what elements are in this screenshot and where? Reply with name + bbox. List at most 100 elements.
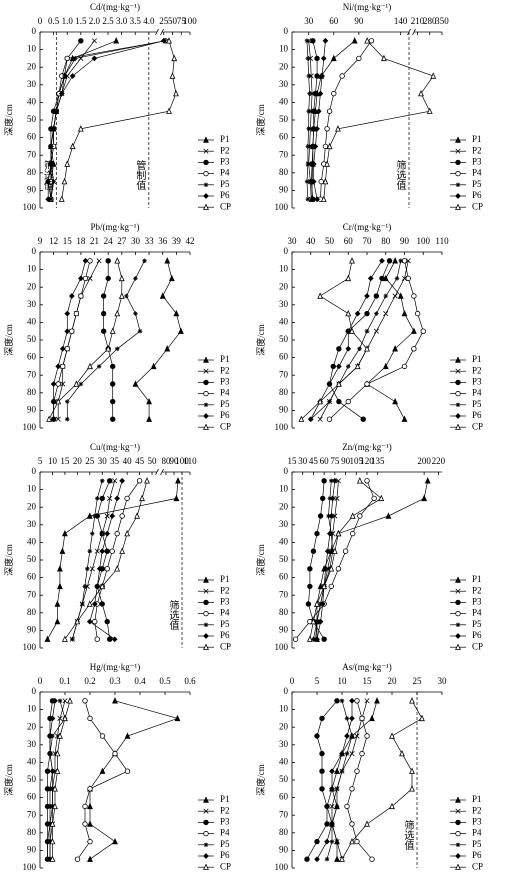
- reference-label: 筛选值: [167, 599, 179, 631]
- marker: [87, 362, 93, 370]
- marker: [360, 416, 366, 422]
- marker: [100, 310, 107, 317]
- marker: [314, 856, 320, 863]
- y-tick-label: 90: [279, 404, 289, 414]
- axis-break: [155, 468, 164, 476]
- legend-label: P5: [472, 839, 482, 849]
- x-tick-label: 60: [344, 236, 354, 246]
- legend-marker: [203, 599, 209, 606]
- x-axis-title: Cu/(mg·kg⁻¹): [90, 442, 140, 452]
- y-tick-label: 10: [279, 704, 289, 714]
- marker: [339, 698, 345, 704]
- legend-marker: [203, 588, 209, 594]
- y-tick-label: 0: [32, 246, 37, 256]
- marker: [94, 548, 100, 554]
- marker: [369, 714, 375, 722]
- marker: [109, 548, 115, 554]
- marker: [331, 547, 338, 554]
- x-tick-label: 12: [49, 236, 58, 246]
- marker: [64, 346, 70, 352]
- marker: [344, 803, 350, 810]
- marker: [349, 697, 355, 704]
- y-tick-label: 100: [275, 202, 289, 212]
- series-line: [48, 260, 123, 420]
- marker: [317, 416, 323, 422]
- legend-label: P3: [220, 376, 230, 386]
- legend-label: P4: [220, 168, 230, 178]
- y-axis-title: 深度/cm: [3, 324, 14, 356]
- legend-marker: [455, 796, 461, 803]
- series-line: [309, 480, 382, 640]
- marker: [364, 820, 370, 827]
- marker: [399, 749, 405, 757]
- marker: [317, 397, 324, 405]
- marker: [314, 55, 320, 62]
- marker: [69, 73, 76, 79]
- marker: [61, 177, 68, 185]
- marker: [329, 768, 335, 775]
- y-tick-label: 50: [27, 334, 37, 344]
- marker: [64, 160, 71, 167]
- marker: [119, 547, 126, 554]
- y-tick-label: 40: [279, 536, 289, 546]
- marker: [317, 292, 324, 299]
- y-axis-title: 深度/cm: [255, 764, 266, 796]
- marker: [169, 72, 176, 79]
- marker: [87, 275, 93, 281]
- legend-marker: [455, 413, 461, 419]
- marker: [49, 715, 56, 722]
- marker: [330, 363, 336, 370]
- marker: [345, 364, 351, 369]
- y-tick-label: 10: [27, 484, 37, 494]
- marker: [305, 601, 312, 607]
- x-tick-label: 25: [85, 456, 95, 466]
- marker: [69, 142, 76, 150]
- x-axis-title: Cd/(mg·kg⁻¹): [90, 2, 140, 12]
- series-line: [50, 40, 95, 200]
- marker: [314, 636, 320, 643]
- marker: [306, 126, 312, 132]
- marker: [307, 583, 313, 590]
- marker: [321, 478, 327, 484]
- x-tick-label: 90: [341, 456, 351, 466]
- x-tick-label: 15: [63, 236, 73, 246]
- marker: [349, 837, 355, 845]
- y-tick-label: 10: [27, 264, 37, 274]
- marker: [329, 495, 336, 502]
- legend-label: P2: [220, 805, 230, 815]
- legend-marker: [455, 193, 461, 199]
- marker: [319, 715, 325, 722]
- legend-label: P4: [220, 388, 230, 398]
- legend-marker: [203, 413, 209, 419]
- x-tick-label: 220: [432, 456, 446, 466]
- marker: [334, 767, 340, 774]
- marker: [104, 566, 110, 572]
- y-tick-label: 100: [275, 642, 289, 652]
- marker: [430, 72, 437, 79]
- marker: [357, 513, 363, 519]
- marker: [349, 751, 355, 757]
- x-tick-label: 1.0: [62, 16, 74, 26]
- y-tick-label: 20: [279, 501, 289, 511]
- marker: [107, 636, 113, 642]
- x-tick-label: 90: [400, 236, 410, 246]
- marker: [349, 786, 355, 792]
- marker: [174, 714, 181, 722]
- x-tick-label: 3.5: [130, 16, 142, 26]
- marker: [73, 56, 78, 61]
- series-line: [89, 480, 123, 640]
- marker: [411, 293, 417, 299]
- marker: [401, 415, 408, 422]
- marker: [354, 310, 361, 317]
- marker: [351, 37, 358, 44]
- series-line: [331, 700, 368, 860]
- marker: [166, 37, 172, 44]
- marker: [113, 37, 120, 44]
- series-line: [53, 260, 91, 420]
- legend-marker: [455, 356, 461, 363]
- y-tick-label: 10: [279, 44, 289, 54]
- series-line: [52, 700, 71, 860]
- legend-label: P4: [472, 168, 482, 178]
- marker: [70, 636, 75, 642]
- series-line: [310, 40, 318, 200]
